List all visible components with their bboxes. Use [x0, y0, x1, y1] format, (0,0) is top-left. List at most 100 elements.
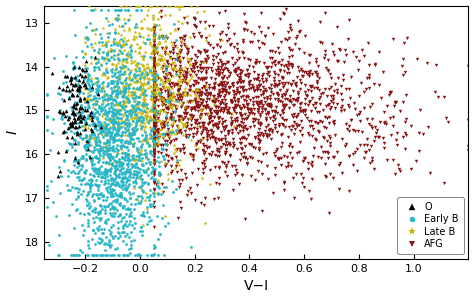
Point	[413, 57, 421, 62]
Point	[245, 83, 252, 87]
Point	[259, 90, 267, 94]
Point	[204, 56, 211, 60]
Point	[210, 123, 217, 128]
Point	[225, 74, 233, 79]
Point	[213, 147, 220, 152]
Point	[217, 90, 224, 95]
Point	[89, 149, 97, 154]
Point	[194, 108, 201, 113]
Point	[110, 110, 118, 115]
Point	[119, 84, 127, 89]
Point	[137, 54, 145, 59]
Point	[247, 30, 255, 34]
Point	[353, 169, 361, 173]
Point	[81, 105, 89, 109]
Point	[230, 107, 238, 112]
Point	[167, 171, 174, 176]
Point	[300, 50, 308, 55]
Point	[299, 158, 307, 163]
Point	[171, 27, 178, 32]
Point	[150, 131, 157, 136]
Point	[211, 135, 219, 140]
Point	[70, 112, 78, 117]
Point	[100, 111, 108, 116]
Point	[139, 57, 146, 62]
Point	[150, 130, 157, 135]
Point	[114, 7, 121, 12]
Point	[217, 60, 225, 65]
Point	[121, 87, 128, 92]
Point	[293, 98, 301, 103]
Point	[110, 135, 118, 140]
Point	[313, 74, 321, 79]
Point	[104, 111, 112, 115]
Point	[416, 108, 423, 112]
Point	[325, 133, 333, 138]
Point	[103, 103, 110, 108]
Point	[108, 113, 116, 118]
Point	[150, 100, 157, 105]
Point	[240, 27, 248, 31]
Point	[131, 125, 138, 129]
Point	[150, 110, 157, 115]
Point	[98, 106, 105, 111]
Point	[93, 82, 100, 87]
Point	[69, 109, 77, 114]
Point	[84, 210, 91, 215]
Point	[152, 73, 160, 78]
Point	[121, 83, 129, 87]
Point	[94, 120, 101, 124]
Point	[77, 131, 84, 136]
Point	[394, 162, 401, 167]
Point	[175, 129, 182, 134]
Point	[128, 135, 135, 140]
Point	[269, 115, 277, 119]
Point	[271, 83, 278, 88]
Point	[156, 173, 164, 178]
Point	[251, 117, 259, 122]
Point	[96, 209, 103, 214]
Point	[263, 163, 270, 168]
Point	[362, 87, 370, 91]
Point	[278, 57, 286, 62]
Point	[101, 132, 109, 137]
Point	[77, 182, 84, 187]
Point	[297, 118, 305, 123]
Point	[338, 98, 346, 103]
Point	[118, 216, 126, 221]
Point	[183, 21, 191, 25]
Point	[128, 222, 136, 227]
Point	[288, 54, 296, 58]
Point	[228, 112, 236, 117]
Point	[156, 75, 164, 80]
Point	[137, 73, 145, 78]
Point	[127, 172, 134, 176]
Point	[320, 55, 328, 60]
Point	[318, 155, 325, 160]
Point	[162, 97, 169, 102]
Point	[133, 197, 140, 202]
Point	[230, 89, 238, 94]
Point	[150, 134, 157, 139]
Point	[427, 171, 434, 176]
Point	[164, 143, 171, 147]
Point	[150, 86, 157, 91]
Point	[297, 102, 304, 106]
Point	[167, 139, 175, 144]
Point	[273, 83, 281, 88]
Point	[150, 129, 157, 133]
Point	[150, 144, 157, 149]
Point	[152, 61, 159, 66]
Point	[169, 103, 177, 108]
Point	[252, 145, 259, 150]
Point	[131, 79, 138, 84]
Point	[101, 205, 109, 209]
Point	[89, 172, 96, 177]
Point	[233, 88, 241, 93]
Point	[182, 70, 189, 75]
Point	[271, 71, 279, 76]
Point	[68, 184, 75, 189]
Point	[68, 252, 75, 257]
Point	[402, 117, 410, 121]
Point	[88, 116, 95, 121]
